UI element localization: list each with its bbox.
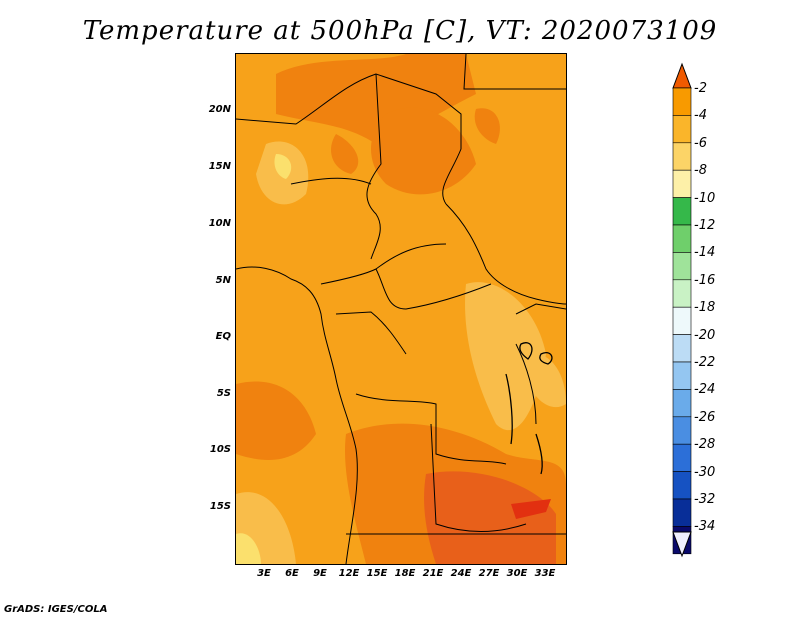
y-tick-label: 15S <box>209 501 231 512</box>
colorbar-label: -28 <box>694 437 716 453</box>
cool-region-east <box>465 282 546 431</box>
colorbar-label: -20 <box>694 327 716 343</box>
colorbar-boxes <box>672 87 692 555</box>
colorbar-label: -10 <box>694 190 716 206</box>
colorbar-box <box>672 224 692 253</box>
x-tick-label: 3E <box>257 568 271 579</box>
colorbar-box <box>672 142 692 171</box>
colorbar-box <box>672 389 692 418</box>
colorbar-label: -18 <box>694 300 716 316</box>
x-tick-label: 15E <box>366 568 388 579</box>
colorbar-box <box>672 252 692 281</box>
colorbar-box <box>672 115 692 144</box>
colorbar-box <box>672 169 692 198</box>
colorbar-box <box>672 498 692 527</box>
y-tick-label: 5N <box>215 275 231 286</box>
y-tick-label: 15N <box>208 161 231 172</box>
colorbar-label: -26 <box>694 409 716 425</box>
colorbar-label: -4 <box>694 108 707 124</box>
temperature-map <box>235 53 567 565</box>
warm-patch <box>331 134 359 174</box>
lake-outlines <box>505 342 553 475</box>
map-title: Temperature at 500hPa [C], VT: 202007310… <box>82 16 718 46</box>
colorbar-label: -8 <box>694 163 707 179</box>
footer-credit: GrADS: IGES/COLA <box>4 604 108 615</box>
y-tick-label: 10N <box>208 218 231 229</box>
colorbar-label: -22 <box>694 355 716 370</box>
x-tick-label: 21E <box>422 568 444 579</box>
colorbar-label: -32 <box>694 492 716 507</box>
x-tick-label: 24E <box>450 568 472 579</box>
warm-patch <box>474 108 500 144</box>
colorbar-box <box>672 334 692 363</box>
coolest-patch <box>236 533 261 564</box>
warmest-region-south <box>424 471 556 564</box>
x-tick-label: 12E <box>338 568 360 579</box>
colorbar-top-arrow <box>672 62 692 89</box>
colorbar-box <box>672 443 692 472</box>
colorbar-label: -30 <box>694 464 716 480</box>
y-tick-label: 10S <box>209 444 231 455</box>
colorbar-label: -2 <box>694 81 707 96</box>
x-tick-label: 18E <box>394 568 416 579</box>
x-tick-label: 27E <box>478 568 500 579</box>
colorbar-box <box>672 471 692 500</box>
hot-spot <box>511 499 551 519</box>
colorbar-label: -14 <box>694 245 716 261</box>
y-tick-label: 5S <box>216 388 231 399</box>
x-tick-label: 33E <box>534 568 556 579</box>
colorbar-box <box>672 87 692 116</box>
colorbar-bottom-arrow <box>672 531 692 558</box>
colorbar <box>672 62 692 558</box>
colorbar-box <box>672 197 692 226</box>
colorbar-label: -16 <box>694 272 716 288</box>
colorbar-box <box>672 306 692 335</box>
colorbar-label: -12 <box>694 218 716 233</box>
cool-region-lakes <box>526 353 566 408</box>
colorbar-label: -6 <box>694 135 707 151</box>
colorbar-label: -24 <box>694 382 716 398</box>
warm-region-southwest <box>236 381 316 460</box>
temperature-field <box>236 54 566 564</box>
warm-region-north <box>276 54 476 144</box>
x-tick-label: 6E <box>285 568 299 579</box>
y-tick-label: EQ <box>215 331 231 342</box>
x-tick-label: 30E <box>506 568 528 579</box>
x-tick-label: 9E <box>313 568 327 579</box>
colorbar-box <box>672 361 692 390</box>
coolest-patch <box>274 154 292 179</box>
colorbar-box <box>672 416 692 445</box>
colorbar-label: -34 <box>694 519 716 535</box>
y-tick-label: 20N <box>208 104 231 115</box>
colorbar-box <box>672 279 692 308</box>
country-borders <box>236 54 566 564</box>
